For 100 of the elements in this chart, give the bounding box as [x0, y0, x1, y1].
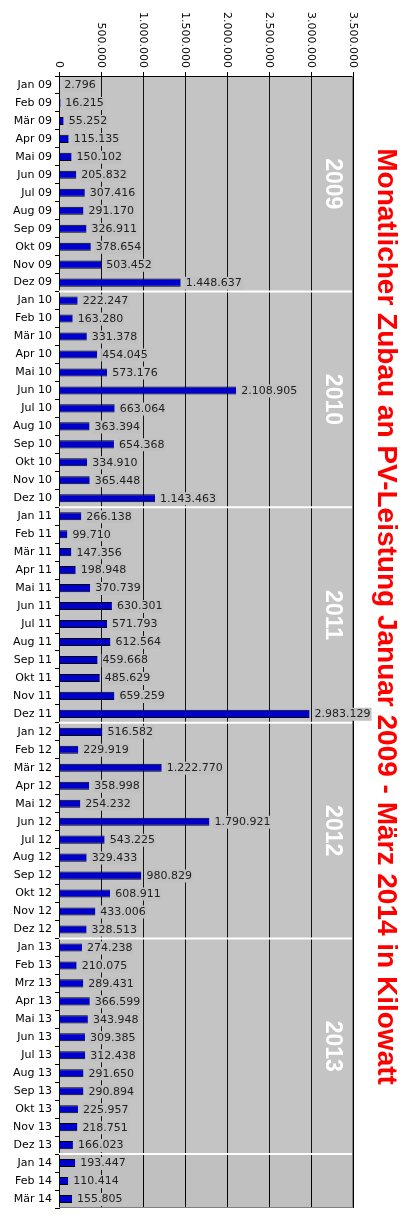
data-label: 309.385: [89, 1030, 136, 1044]
data-label: 485.629: [104, 671, 151, 685]
y-tick-label: Feb 10: [15, 311, 52, 325]
y-tick-label: Apr 12: [15, 778, 52, 792]
data-label: 290.894: [88, 1084, 134, 1098]
data-label: 363.394: [94, 419, 141, 433]
y-tick-label: Feb 14: [15, 1173, 52, 1187]
data-label: 630.301: [116, 599, 163, 613]
y-tick-label: Apr 13: [15, 994, 52, 1008]
data-label: 2.108.905: [241, 383, 298, 397]
data-label: 654.368: [118, 437, 165, 451]
y-tick-label: Okt 11: [15, 670, 52, 684]
data-label: 99.710: [72, 527, 111, 541]
data-label: 1.448.637: [185, 275, 242, 289]
y-tick-label: Dez 13: [13, 1137, 52, 1151]
y-tick-label: Mai 10: [15, 365, 52, 379]
y-tick-label: Feb 13: [15, 958, 52, 972]
data-label: 110.414: [73, 1174, 119, 1188]
y-tick-label: Mai 12: [15, 796, 52, 810]
data-label: 150.102: [76, 150, 123, 164]
x-tick-label: 0: [53, 61, 67, 68]
y-tick-label: Mai 13: [15, 1012, 52, 1026]
data-label: 166.023: [77, 1138, 124, 1152]
y-tick-label: Dez 12: [13, 922, 52, 936]
data-label: 612.564: [115, 635, 161, 649]
x-tick-label: 1.500.000: [179, 12, 193, 68]
data-label: 115.135: [73, 132, 120, 146]
data-label: 147.356: [76, 545, 122, 559]
x-tick-label: 1.000.000: [137, 12, 151, 68]
data-label: 163.280: [77, 311, 124, 325]
y-tick-label: Mär 11: [13, 545, 52, 559]
y-tick-label: Nov 13: [13, 1120, 52, 1133]
data-label: 254.232: [85, 797, 131, 811]
y-tick-label: Mai 09: [15, 149, 52, 163]
y-tick-label: Jul 10: [20, 401, 52, 415]
data-label: 459.668: [102, 653, 149, 667]
y-tick-label: Nov 10: [13, 473, 52, 487]
y-tick-label: Aug 09: [13, 203, 52, 217]
y-tick-label: Aug 10: [13, 419, 52, 433]
data-label: 543.225: [109, 833, 156, 847]
data-label: 326.911: [91, 222, 137, 236]
y-tick-label: Okt 13: [15, 1102, 52, 1116]
data-label: 1.143.463: [160, 491, 217, 505]
data-label: 329.433: [91, 850, 138, 864]
band-label: 2012: [321, 805, 347, 857]
data-label: 571.793: [112, 617, 158, 631]
data-label: 16.215: [65, 96, 104, 110]
y-tick-label: Feb 11: [15, 527, 52, 541]
y-tick-label: Nov 11: [13, 688, 52, 702]
y-tick-label: Okt 12: [15, 886, 52, 900]
data-label: 205.832: [81, 168, 127, 182]
y-tick-label: Jul 09: [20, 185, 52, 199]
y-tick-label: Nov 12: [13, 904, 52, 918]
x-tick-label: 500.000: [95, 22, 109, 68]
y-tick-label: Mrz 13: [14, 976, 52, 990]
data-label: 289.431: [88, 976, 134, 990]
band-label: 2010: [321, 373, 347, 426]
y-tick-label: Sep 12: [13, 868, 52, 882]
y-tick-label: Jan 09: [16, 77, 52, 91]
y-tick-label: Dez 09: [13, 275, 52, 289]
y-tick-label: Mär 14: [13, 1191, 52, 1205]
y-tick-label: Jun 13: [16, 1030, 52, 1044]
data-label: 343.948: [92, 1012, 139, 1026]
y-tick-label: Sep 11: [13, 652, 52, 666]
y-tick-label: Mär 12: [13, 760, 52, 774]
y-tick-label: Sep 09: [13, 221, 52, 235]
y-tick-label: Apr 10: [15, 347, 52, 361]
y-tick-label: Nov 09: [13, 257, 52, 271]
y-tick-label: Jun 12: [16, 814, 52, 828]
y-tick-label: Dez 11: [13, 706, 52, 720]
data-label: 266.138: [86, 509, 132, 523]
y-tick-label: Aug 13: [13, 1066, 52, 1080]
data-label: 193.447: [80, 1156, 126, 1170]
data-label: 659.259: [119, 689, 165, 703]
data-label: 516.582: [107, 725, 153, 739]
data-label: 980.829: [146, 868, 192, 882]
data-label: 608.911: [115, 886, 161, 900]
data-label: 663.064: [119, 401, 166, 415]
data-label: 331.378: [91, 329, 138, 343]
data-label: 366.599: [94, 994, 141, 1008]
data-label: 573.176: [112, 365, 158, 379]
data-label: 328.513: [91, 922, 138, 936]
data-label: 454.045: [102, 347, 148, 361]
y-tick-label: Sep 10: [13, 437, 52, 451]
y-tick-label: Sep 13: [13, 1084, 52, 1098]
data-label: 1.222.770: [166, 761, 223, 775]
data-label: 365.448: [94, 473, 141, 487]
data-label: 307.416: [89, 186, 136, 200]
y-tick-label: Jan 10: [16, 293, 52, 307]
y-tick-label: Jan 14: [16, 1155, 52, 1169]
data-label: 198.948: [80, 563, 127, 577]
y-tick-label: Mär 10: [13, 329, 52, 343]
data-label: 225.957: [82, 1102, 129, 1116]
data-label: 2.796: [64, 78, 96, 92]
y-tick-label: Feb 09: [15, 95, 52, 109]
y-tick-label: Jul 13: [20, 1048, 52, 1062]
y-tick-label: Mai 11: [15, 580, 52, 594]
data-label: 334.910: [92, 455, 138, 469]
y-tick-label: Okt 09: [15, 239, 52, 253]
data-label: 358.998: [94, 779, 140, 793]
